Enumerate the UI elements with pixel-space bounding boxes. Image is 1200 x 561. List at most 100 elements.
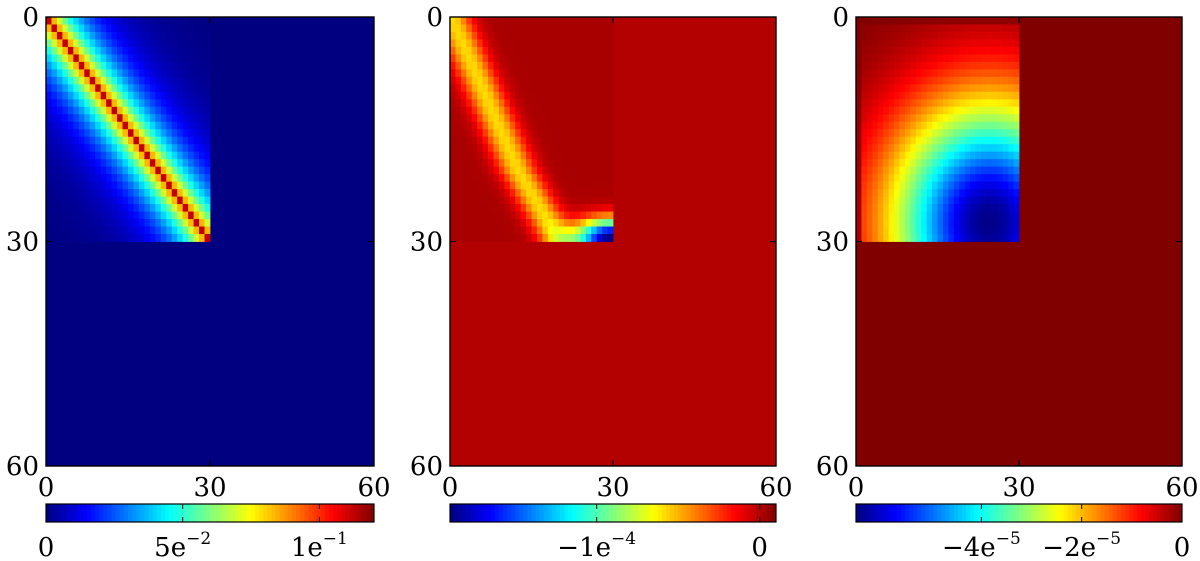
heatmap-cell [596,144,603,153]
heatmap-cell [450,234,456,242]
heatmap-cell [953,106,960,115]
heatmap-cell [585,196,592,205]
heatmap-cell [574,144,581,153]
heatmap-cell [149,24,156,33]
heatmap-cell [188,196,194,205]
heatmap-cell [122,17,129,25]
heatmap-cell [493,174,500,183]
colorbar-segment [1092,504,1097,522]
heatmap-cell [580,69,587,78]
colorbar-segment [1165,504,1171,522]
heatmap-cell [980,99,987,108]
heatmap-cell [466,91,473,100]
heatmap-cell [128,61,134,70]
heatmap-cell [177,151,184,160]
heatmap-cell [155,151,162,160]
heatmap-cell [488,136,494,145]
heatmap-cell [953,39,960,48]
heatmap-cell [193,69,200,78]
heatmap-cell [877,189,884,197]
heatmap-cell [138,121,145,130]
heatmap-cell [585,234,592,242]
heatmap-cell [515,106,522,115]
heatmap-cell [498,219,505,227]
colorbar-segment [588,504,594,522]
heatmap-cell [133,24,140,33]
heatmap-cell [144,91,151,100]
heatmap-cell [915,46,922,55]
heatmap-cell [455,144,462,153]
heatmap-cell [959,136,966,145]
heatmap-cell [866,76,873,85]
heatmap-cell [921,114,928,123]
heatmap-cell [182,84,189,93]
colorbar-tick-label: −2e−5 [1042,529,1121,561]
heatmap-cell [188,189,194,197]
heatmap-cell [970,31,976,40]
heatmap-cell [188,24,194,33]
heatmap-cell [921,69,928,78]
heatmap-cell [910,144,917,153]
heatmap-cell [910,91,917,100]
heatmap-cell [915,39,922,48]
heatmap-cell [509,166,516,175]
heatmap-cell [471,189,478,197]
heatmap-cell [1008,17,1014,25]
heatmap-cell [861,204,868,212]
heatmap-cell [536,39,543,48]
heatmap-cell [602,234,608,242]
colorbar-segment [275,504,281,522]
heatmap-cell [46,84,52,93]
heatmap-cell [509,84,516,93]
heatmap-cell [62,181,69,190]
colorbar-segment [661,504,667,522]
heatmap-cell [856,166,862,175]
heatmap-cell [138,24,145,33]
heatmap-cell [558,61,565,70]
heatmap-cell [193,84,200,93]
heatmap-cell [122,39,129,48]
heatmap-cell [926,61,933,70]
heatmap-cell [111,39,118,48]
heatmap-cell [56,76,63,85]
heatmap-cell [888,114,895,123]
colorbar-segment [706,504,712,522]
heatmap-cell [861,219,868,227]
heatmap-cell [877,159,884,168]
heatmap-cell [199,189,205,197]
heatmap-cell [569,17,576,25]
heatmap-cell [964,159,971,168]
heatmap-cell [997,159,1004,168]
heatmap-cell [953,204,960,212]
heatmap-cell [991,69,998,78]
heatmap-cell [160,166,167,175]
heatmap-cell [111,17,118,25]
heatmap-cell [542,54,549,63]
heatmap-cell [959,46,966,55]
heatmap-cell [466,234,473,242]
heatmap-cell [1002,204,1009,212]
heatmap-cell [204,106,211,115]
heatmap-cell [926,39,933,48]
heatmap-cell [95,211,102,220]
heatmap-cell [117,39,123,48]
heatmap-cell [67,129,74,138]
heatmap-cell [509,204,516,212]
heatmap-cell [477,99,483,108]
heatmap-cell [515,211,522,220]
heatmap-cell [166,159,173,168]
heatmap-cell [149,166,156,175]
heatmap-cell [904,166,911,175]
heatmap-cell [894,46,900,55]
heatmap-cell [466,31,473,40]
colorbar-segment [921,504,926,522]
heatmap-cell [509,159,516,168]
heatmap-cell [904,196,911,205]
heatmap-cell [964,204,971,212]
colorbar-segment [543,504,549,522]
heatmap-cell [526,61,532,70]
heatmap-cell [959,106,966,115]
heatmap-cell [493,17,500,25]
heatmap-cell [111,226,118,235]
